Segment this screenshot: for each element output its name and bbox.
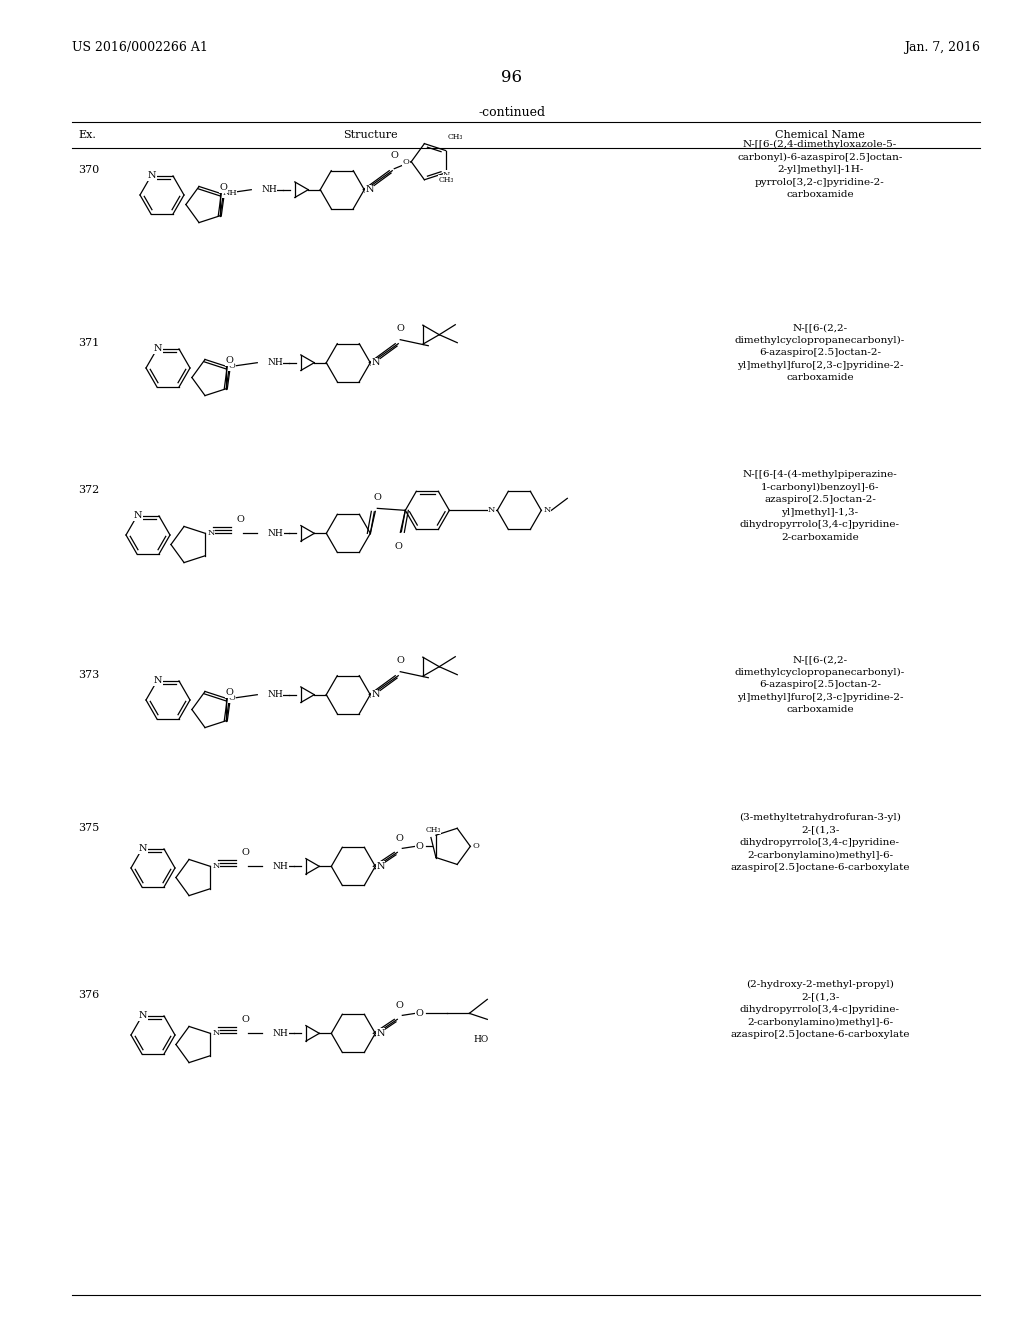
Text: NH: NH bbox=[272, 862, 288, 871]
Text: O: O bbox=[228, 363, 236, 371]
Text: HO: HO bbox=[473, 1035, 488, 1044]
Text: N: N bbox=[372, 358, 380, 367]
Text: N-[[6-(2,2-
dimethylcyclopropanecarbonyl)-
6-azaspiro[2.5]octan-2-
yl]methyl]fur: N-[[6-(2,2- dimethylcyclopropanecarbonyl… bbox=[735, 323, 905, 383]
Text: (2-hydroxy-2-methyl-propyl)
2-[(1,3-
dihydropyrrolo[3,4-c]pyridine-
2-carbonylam: (2-hydroxy-2-methyl-propyl) 2-[(1,3- dih… bbox=[730, 979, 909, 1039]
Text: O: O bbox=[228, 694, 236, 702]
Text: N-[[6-[4-(4-methylpiperazine-
1-carbonyl)benzoyl]-6-
azaspiro[2.5]octan-2-
yl]me: N-[[6-[4-(4-methylpiperazine- 1-carbonyl… bbox=[740, 470, 900, 541]
Text: 376: 376 bbox=[78, 990, 99, 1001]
Text: O: O bbox=[242, 1015, 249, 1024]
Text: 375: 375 bbox=[78, 822, 99, 833]
Text: N: N bbox=[212, 862, 220, 870]
Text: N: N bbox=[443, 170, 451, 180]
Text: O: O bbox=[394, 541, 402, 550]
Text: O: O bbox=[242, 847, 249, 857]
Text: NH: NH bbox=[261, 185, 278, 194]
Text: 373: 373 bbox=[78, 671, 99, 680]
Text: N: N bbox=[138, 1011, 147, 1020]
Text: O: O bbox=[472, 842, 479, 850]
Text: CH₃: CH₃ bbox=[425, 825, 440, 833]
Text: N: N bbox=[154, 345, 162, 354]
Text: O: O bbox=[225, 688, 233, 697]
Text: N: N bbox=[134, 511, 142, 520]
Text: N: N bbox=[138, 845, 147, 854]
Text: Ex.: Ex. bbox=[78, 129, 96, 140]
Text: O: O bbox=[395, 1001, 403, 1010]
Text: 371: 371 bbox=[78, 338, 99, 348]
Text: NH: NH bbox=[267, 358, 283, 367]
Text: O: O bbox=[225, 356, 233, 366]
Text: Chemical Name: Chemical Name bbox=[775, 129, 865, 140]
Text: N: N bbox=[147, 172, 157, 181]
Text: -continued: -continued bbox=[478, 106, 546, 119]
Text: O: O bbox=[390, 152, 398, 160]
Text: 372: 372 bbox=[78, 484, 99, 495]
Text: O: O bbox=[402, 157, 410, 166]
Text: O: O bbox=[396, 656, 404, 665]
Text: N: N bbox=[207, 529, 215, 537]
Text: (3-methyltetrahydrofuran-3-yl)
2-[(1,3-
dihydropyrrolo[3,4-c]pyridine-
2-carbony: (3-methyltetrahydrofuran-3-yl) 2-[(1,3- … bbox=[730, 813, 909, 873]
Text: NH: NH bbox=[222, 189, 237, 198]
Text: Jan. 7, 2016: Jan. 7, 2016 bbox=[904, 41, 980, 54]
Text: O: O bbox=[219, 183, 227, 193]
Text: 370: 370 bbox=[78, 165, 99, 176]
Text: O: O bbox=[374, 492, 381, 502]
Text: O: O bbox=[395, 834, 403, 843]
Text: NH: NH bbox=[267, 529, 283, 537]
Text: N: N bbox=[488, 507, 496, 515]
Text: N: N bbox=[544, 507, 551, 515]
Text: N-[[6-(2,4-dimethyloxazole-5-
carbonyl)-6-azaspiro[2.5]octan-
2-yl]methyl]-1H-
p: N-[[6-(2,4-dimethyloxazole-5- carbonyl)-… bbox=[737, 140, 903, 199]
Text: NH: NH bbox=[267, 690, 283, 700]
Text: N: N bbox=[366, 185, 374, 194]
Text: CH₃: CH₃ bbox=[438, 176, 454, 183]
Text: Structure: Structure bbox=[343, 129, 397, 140]
Text: N: N bbox=[372, 690, 380, 700]
Text: O: O bbox=[396, 325, 404, 333]
Text: N: N bbox=[212, 1030, 220, 1038]
Text: N: N bbox=[377, 1028, 385, 1038]
Text: N-[[6-(2,2-
dimethylcyclopropanecarbonyl)-
6-azaspiro[2.5]octan-2-
yl]methyl]fur: N-[[6-(2,2- dimethylcyclopropanecarbonyl… bbox=[735, 655, 905, 714]
Text: US 2016/0002266 A1: US 2016/0002266 A1 bbox=[72, 41, 208, 54]
Text: N: N bbox=[377, 862, 385, 871]
Text: CH₃: CH₃ bbox=[447, 132, 463, 140]
Text: N: N bbox=[154, 676, 162, 685]
Text: O: O bbox=[416, 1008, 423, 1018]
Text: NH: NH bbox=[272, 1028, 288, 1038]
Text: 96: 96 bbox=[502, 70, 522, 87]
Text: O: O bbox=[416, 842, 423, 851]
Text: O: O bbox=[237, 515, 245, 524]
